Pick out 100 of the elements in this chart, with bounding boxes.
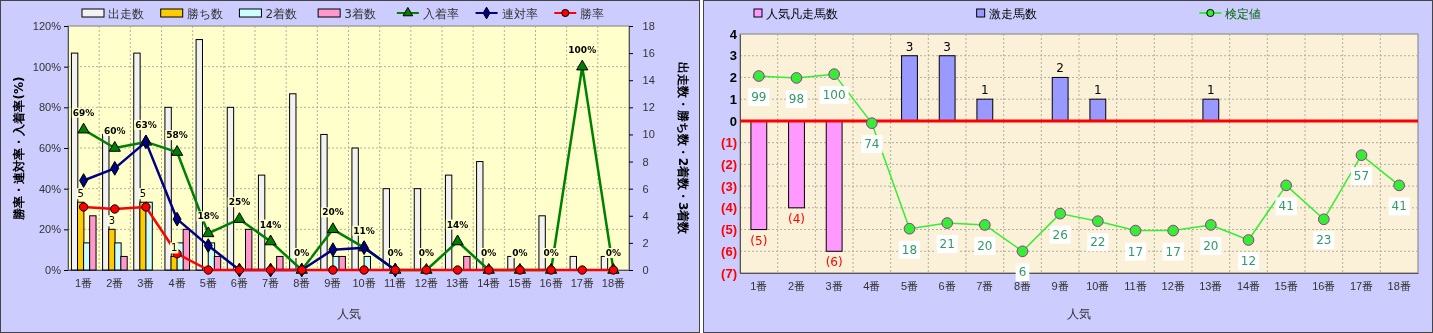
data-label: 98 bbox=[788, 91, 805, 106]
data-label: 20 bbox=[1203, 238, 1219, 253]
data-label: 63% bbox=[135, 119, 157, 130]
y-axis-title: 勝率・連対率・入着率(%) bbox=[12, 76, 26, 221]
data-label: 5 bbox=[139, 188, 147, 200]
x-tick-label: 3番 bbox=[825, 280, 843, 293]
data-label: 20 bbox=[977, 238, 993, 253]
y-tick-label: 4 bbox=[729, 26, 738, 42]
x-tick-label: 6番 bbox=[938, 280, 956, 293]
data-label: 22 bbox=[1090, 235, 1106, 250]
x-tick-label: 5番 bbox=[199, 277, 217, 290]
data-label: 1 bbox=[981, 83, 989, 98]
y-tick-label: (6) bbox=[721, 243, 737, 259]
x-tick-label: 2番 bbox=[106, 277, 124, 290]
data-label: 0% bbox=[481, 248, 497, 258]
data-label: 1 bbox=[171, 242, 178, 254]
x-tick-label: 8番 bbox=[1013, 280, 1032, 293]
data-label: 0% bbox=[418, 248, 435, 258]
y-tick-label: (2) bbox=[721, 157, 737, 173]
data-label: 18 bbox=[901, 242, 918, 257]
data-label: 1 bbox=[1207, 83, 1215, 98]
y-tick-label: (5) bbox=[721, 222, 737, 238]
x-tick-label: 15番 bbox=[1274, 280, 1298, 293]
x-tick-label: 15番 bbox=[508, 277, 532, 290]
legend-label: 人気凡走馬数 bbox=[766, 7, 838, 21]
y-tick-label: 20% bbox=[38, 223, 62, 236]
y-tick-label: 80% bbox=[38, 101, 62, 114]
data-label: 0% bbox=[387, 248, 403, 258]
data-label: 0% bbox=[543, 248, 559, 258]
data-label: 41 bbox=[1278, 199, 1294, 214]
x-tick-label: 2番 bbox=[787, 280, 806, 293]
y-tick-label: (3) bbox=[721, 178, 737, 194]
legend-label: 3着数 bbox=[344, 7, 376, 21]
y-tick-label: 100% bbox=[32, 60, 62, 73]
data-label: 3 bbox=[108, 215, 116, 227]
x-tick-label: 11番 bbox=[384, 277, 407, 290]
x-tick-label: 13番 bbox=[1199, 280, 1223, 293]
x-tick-label: 1番 bbox=[75, 277, 93, 290]
y-tick-label: (7) bbox=[721, 265, 737, 281]
x-tick-label: 12番 bbox=[1161, 280, 1185, 293]
data-label: 58% bbox=[166, 130, 188, 141]
data-label: 5 bbox=[77, 188, 84, 200]
y2-tick-label: 0 bbox=[642, 264, 649, 277]
legend-label: 検定値 bbox=[1225, 7, 1262, 21]
y2-tick-label: 4 bbox=[642, 209, 649, 222]
data-label: 0% bbox=[294, 248, 310, 258]
data-label: 3 bbox=[943, 39, 951, 54]
x-tick-label: 7番 bbox=[976, 280, 994, 293]
x-tick-label: 17番 bbox=[1349, 280, 1374, 293]
data-label: 12 bbox=[1240, 254, 1257, 269]
data-label: 57 bbox=[1353, 169, 1370, 184]
y-tick-label: 40% bbox=[38, 182, 62, 195]
y-tick-label: 0 bbox=[729, 113, 737, 129]
y2-tick-label: 8 bbox=[642, 155, 649, 168]
legend-label: 勝ち数 bbox=[186, 7, 223, 21]
legend-label: 激走馬数 bbox=[988, 7, 1037, 21]
data-label: 23 bbox=[1316, 233, 1332, 248]
x-tick-label: 6番 bbox=[230, 277, 248, 290]
y-tick-label: (4) bbox=[721, 200, 737, 216]
data-label: 41 bbox=[1391, 199, 1407, 214]
y2-tick-label: 14 bbox=[642, 74, 655, 87]
data-label: (6) bbox=[825, 255, 843, 270]
data-label: 18% bbox=[197, 211, 220, 222]
x-axis-title: 人気 bbox=[336, 307, 361, 321]
y-tick-label: 60% bbox=[38, 142, 62, 155]
x-tick-label: 3番 bbox=[137, 277, 155, 290]
data-label: 69% bbox=[72, 107, 95, 118]
x-tick-label: 13番 bbox=[445, 277, 470, 290]
data-label: 20% bbox=[322, 207, 344, 218]
x-tick-label: 16番 bbox=[1312, 280, 1336, 293]
x-tick-label: 4番 bbox=[863, 280, 881, 293]
legend-label: 出走数 bbox=[108, 7, 144, 21]
y2-tick-label: 6 bbox=[642, 182, 649, 195]
y-tick-label: 2 bbox=[729, 70, 737, 86]
x-tick-label: 9番 bbox=[1051, 280, 1069, 293]
x-tick-label: 14番 bbox=[477, 277, 501, 290]
data-label: 99 bbox=[751, 90, 767, 105]
data-label: 100 bbox=[822, 88, 846, 103]
y2-tick-label: 2 bbox=[642, 236, 649, 249]
legend-label: 2着数 bbox=[265, 7, 298, 21]
x-tick-label: 17番 bbox=[570, 277, 594, 290]
x-tick-label: 14番 bbox=[1236, 280, 1261, 293]
data-label: 3 bbox=[905, 39, 914, 54]
y2-axis-title: 出走数・勝ち数・2着数・3着数 bbox=[676, 61, 690, 236]
legend-label: 入着率 bbox=[422, 7, 459, 21]
x-tick-label: 12番 bbox=[414, 277, 439, 290]
legend-label: 勝率 bbox=[580, 7, 605, 21]
data-label: (5) bbox=[750, 233, 768, 248]
data-label: 60% bbox=[103, 126, 126, 136]
y2-tick-label: 18 bbox=[642, 20, 655, 33]
x-tick-label: 8番 bbox=[293, 277, 311, 290]
y-tick-label: 1 bbox=[729, 91, 737, 107]
x-tick-label: 18番 bbox=[601, 277, 626, 290]
data-label: 17 bbox=[1165, 244, 1181, 259]
x-tick-label: 10番 bbox=[1086, 280, 1110, 293]
x-tick-label: 11番 bbox=[1124, 280, 1147, 293]
data-label: 0% bbox=[512, 248, 528, 258]
x-tick-label: 16番 bbox=[539, 277, 563, 290]
data-label: 0% bbox=[605, 248, 622, 258]
x-tick-label: 1番 bbox=[750, 280, 768, 293]
